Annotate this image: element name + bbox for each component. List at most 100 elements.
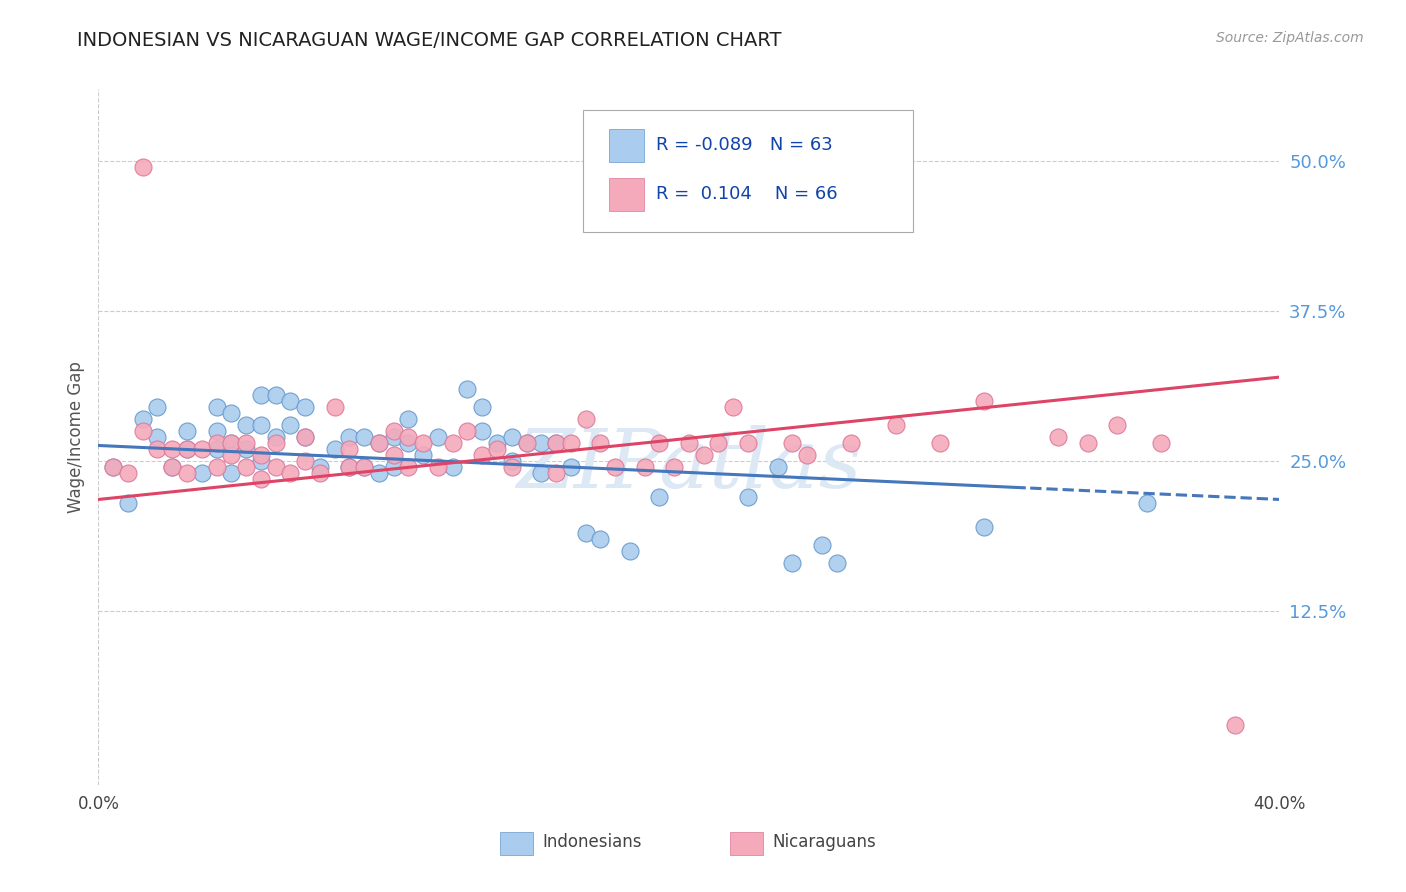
Point	[1107, 418, 1129, 433]
Point	[146, 400, 169, 414]
Point	[457, 382, 479, 396]
Point	[235, 460, 257, 475]
Point	[191, 442, 214, 456]
Point	[412, 436, 434, 450]
Point	[737, 436, 759, 450]
Point	[441, 460, 464, 475]
Point	[382, 448, 405, 462]
Point	[486, 436, 509, 450]
Point	[382, 430, 405, 444]
Point	[221, 466, 243, 480]
Point	[339, 442, 361, 456]
Point	[146, 430, 169, 444]
Point	[501, 454, 523, 468]
Point	[560, 460, 582, 475]
Point	[575, 526, 598, 541]
Point	[560, 436, 582, 450]
Point	[412, 448, 434, 462]
Point	[634, 460, 657, 475]
Text: INDONESIAN VS NICARAGUAN WAGE/INCOME GAP CORRELATION CHART: INDONESIAN VS NICARAGUAN WAGE/INCOME GAP…	[77, 31, 782, 50]
Point	[294, 400, 316, 414]
Point	[280, 418, 302, 433]
Point	[1046, 430, 1070, 444]
FancyBboxPatch shape	[609, 128, 644, 162]
Point	[605, 460, 627, 475]
Point	[294, 430, 316, 444]
Point	[353, 430, 375, 444]
FancyBboxPatch shape	[730, 832, 763, 855]
Point	[782, 436, 804, 450]
Point	[162, 460, 183, 475]
Point	[250, 454, 273, 468]
Text: R = -0.089   N = 63: R = -0.089 N = 63	[655, 136, 832, 153]
Point	[250, 418, 273, 433]
Point	[176, 424, 198, 438]
Point	[339, 460, 361, 475]
Point	[589, 436, 612, 450]
Point	[294, 430, 316, 444]
Text: R =  0.104    N = 66: R = 0.104 N = 66	[655, 185, 838, 202]
Point	[264, 388, 287, 402]
Point	[264, 430, 287, 444]
Point	[471, 424, 494, 438]
Text: Indonesians: Indonesians	[543, 833, 643, 851]
Point	[884, 418, 907, 433]
Point	[825, 556, 848, 570]
Point	[619, 544, 641, 558]
Text: Source: ZipAtlas.com: Source: ZipAtlas.com	[1216, 31, 1364, 45]
Point	[191, 466, 214, 480]
Point	[323, 400, 346, 414]
Text: ZIPatlas: ZIPatlas	[516, 425, 862, 505]
Point	[205, 400, 228, 414]
Point	[457, 424, 479, 438]
FancyBboxPatch shape	[501, 832, 533, 855]
Point	[176, 442, 198, 456]
Point	[530, 466, 553, 480]
Point	[235, 418, 257, 433]
Point	[235, 436, 257, 450]
Point	[339, 430, 361, 444]
Point	[205, 460, 228, 475]
Point	[973, 394, 995, 409]
Point	[441, 436, 464, 450]
Point	[796, 448, 818, 462]
Point	[546, 436, 568, 450]
Point	[501, 430, 523, 444]
Point	[398, 430, 420, 444]
Point	[766, 460, 789, 475]
Point	[398, 412, 420, 426]
Point	[530, 436, 553, 450]
Point	[309, 460, 332, 475]
Point	[309, 466, 332, 480]
Point	[648, 490, 671, 504]
Point	[205, 436, 228, 450]
Point	[323, 442, 346, 456]
Point	[1150, 436, 1173, 450]
Point	[117, 466, 139, 480]
Point	[368, 436, 391, 450]
Point	[221, 436, 243, 450]
Point	[221, 448, 243, 462]
Point	[339, 460, 361, 475]
Point	[235, 442, 257, 456]
Point	[162, 442, 183, 456]
Point	[1136, 496, 1159, 510]
Point	[250, 388, 273, 402]
Point	[516, 436, 538, 450]
Point	[176, 442, 198, 456]
Point	[132, 412, 155, 426]
Y-axis label: Wage/Income Gap: Wage/Income Gap	[66, 361, 84, 513]
Point	[648, 436, 671, 450]
Point	[575, 412, 598, 426]
Point	[546, 466, 568, 480]
FancyBboxPatch shape	[609, 178, 644, 211]
Point	[353, 460, 375, 475]
Point	[664, 460, 686, 475]
Text: Nicaraguans: Nicaraguans	[773, 833, 876, 851]
Point	[368, 436, 391, 450]
Point	[427, 430, 450, 444]
Point	[471, 448, 494, 462]
Point	[737, 490, 759, 504]
Point	[382, 424, 405, 438]
Point	[250, 472, 273, 486]
